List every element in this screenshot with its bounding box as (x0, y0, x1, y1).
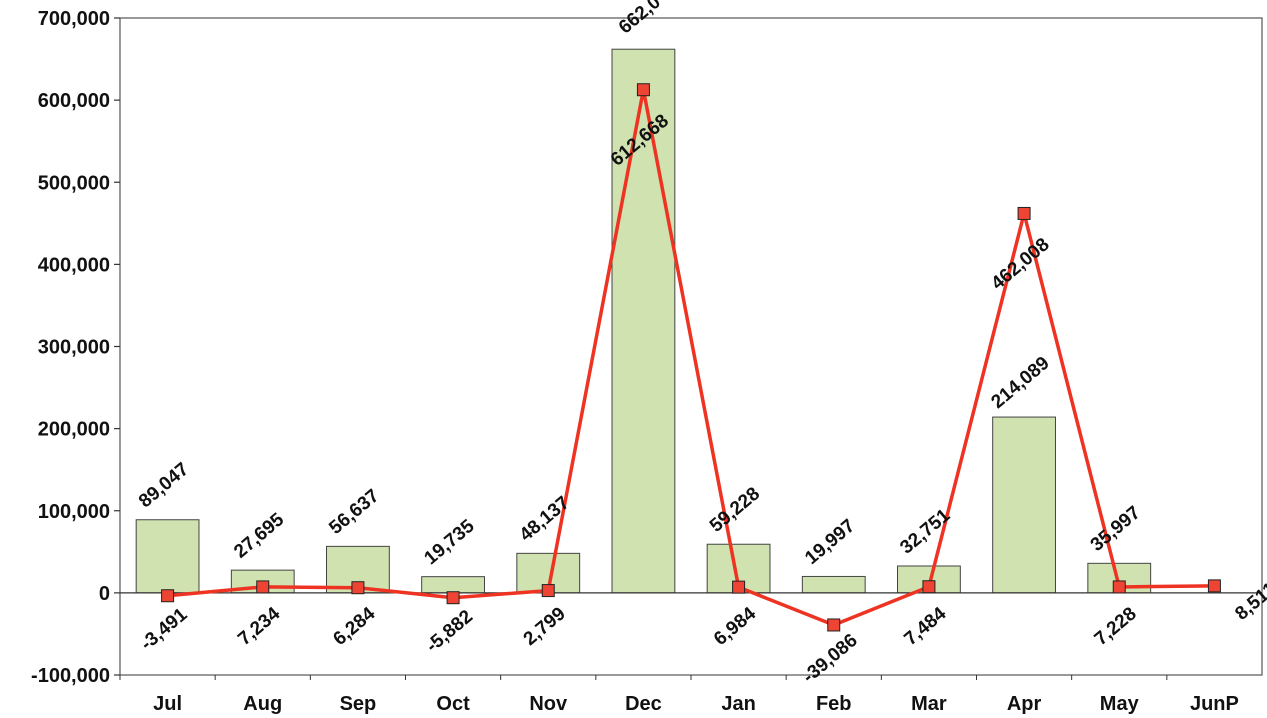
bar (993, 417, 1056, 593)
x-tick-label: Sep (340, 693, 377, 715)
x-tick-label: Jul (153, 693, 182, 715)
bar (802, 576, 865, 592)
x-tick-label: JunP (1190, 693, 1239, 715)
line-marker (352, 582, 364, 594)
y-tick-label: 100,000 (38, 501, 110, 523)
y-tick-label: 200,000 (38, 419, 110, 441)
y-tick-label: -100,000 (31, 665, 110, 687)
bar (136, 520, 199, 593)
line-marker (733, 581, 745, 593)
line-marker (828, 619, 840, 631)
line-marker (923, 581, 935, 593)
line-marker (1208, 580, 1220, 592)
line-marker (1113, 581, 1125, 593)
y-tick-label: 500,000 (38, 172, 110, 194)
line-marker (637, 84, 649, 96)
x-tick-label: Apr (1007, 693, 1042, 715)
x-tick-label: Oct (436, 693, 470, 715)
x-tick-label: Aug (243, 693, 282, 715)
x-tick-label: Nov (529, 693, 568, 715)
line-marker (542, 585, 554, 597)
y-tick-label: 0 (99, 583, 110, 605)
x-tick-label: May (1100, 693, 1140, 715)
x-tick-label: Mar (911, 693, 947, 715)
y-axis: -100,000 0 100,000 200,000 300,000 400,000 500… (31, 8, 120, 687)
line-marker (162, 590, 174, 602)
y-tick-label: 300,000 (38, 337, 110, 359)
line-marker (1018, 207, 1030, 219)
x-axis: Jul Aug Sep Oct Nov Dec Jan Feb Mar Apr May JunP (120, 675, 1239, 715)
line-marker (257, 581, 269, 593)
x-tick-label: Dec (625, 693, 662, 715)
bar (422, 577, 485, 593)
line-marker (447, 592, 459, 604)
x-tick-label: Feb (816, 693, 852, 715)
y-tick-label: 400,000 (38, 254, 110, 276)
y-tick-label: 700,000 (38, 8, 110, 30)
y-tick-label: 600,000 (38, 90, 110, 112)
x-tick-label: Jan (721, 693, 755, 715)
